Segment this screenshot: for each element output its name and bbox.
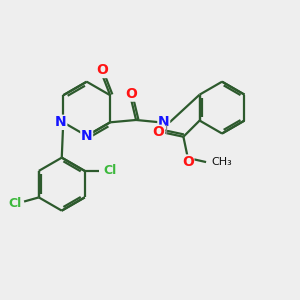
Text: O: O: [182, 155, 194, 169]
Text: Cl: Cl: [104, 164, 117, 177]
Text: O: O: [96, 64, 108, 77]
Text: CH₃: CH₃: [212, 157, 232, 167]
Text: N: N: [158, 115, 170, 129]
Text: H: H: [159, 124, 168, 137]
Text: N: N: [55, 115, 67, 129]
Text: O: O: [153, 125, 165, 139]
Text: O: O: [125, 87, 137, 101]
Text: Cl: Cl: [8, 197, 21, 210]
Text: N: N: [81, 129, 92, 143]
